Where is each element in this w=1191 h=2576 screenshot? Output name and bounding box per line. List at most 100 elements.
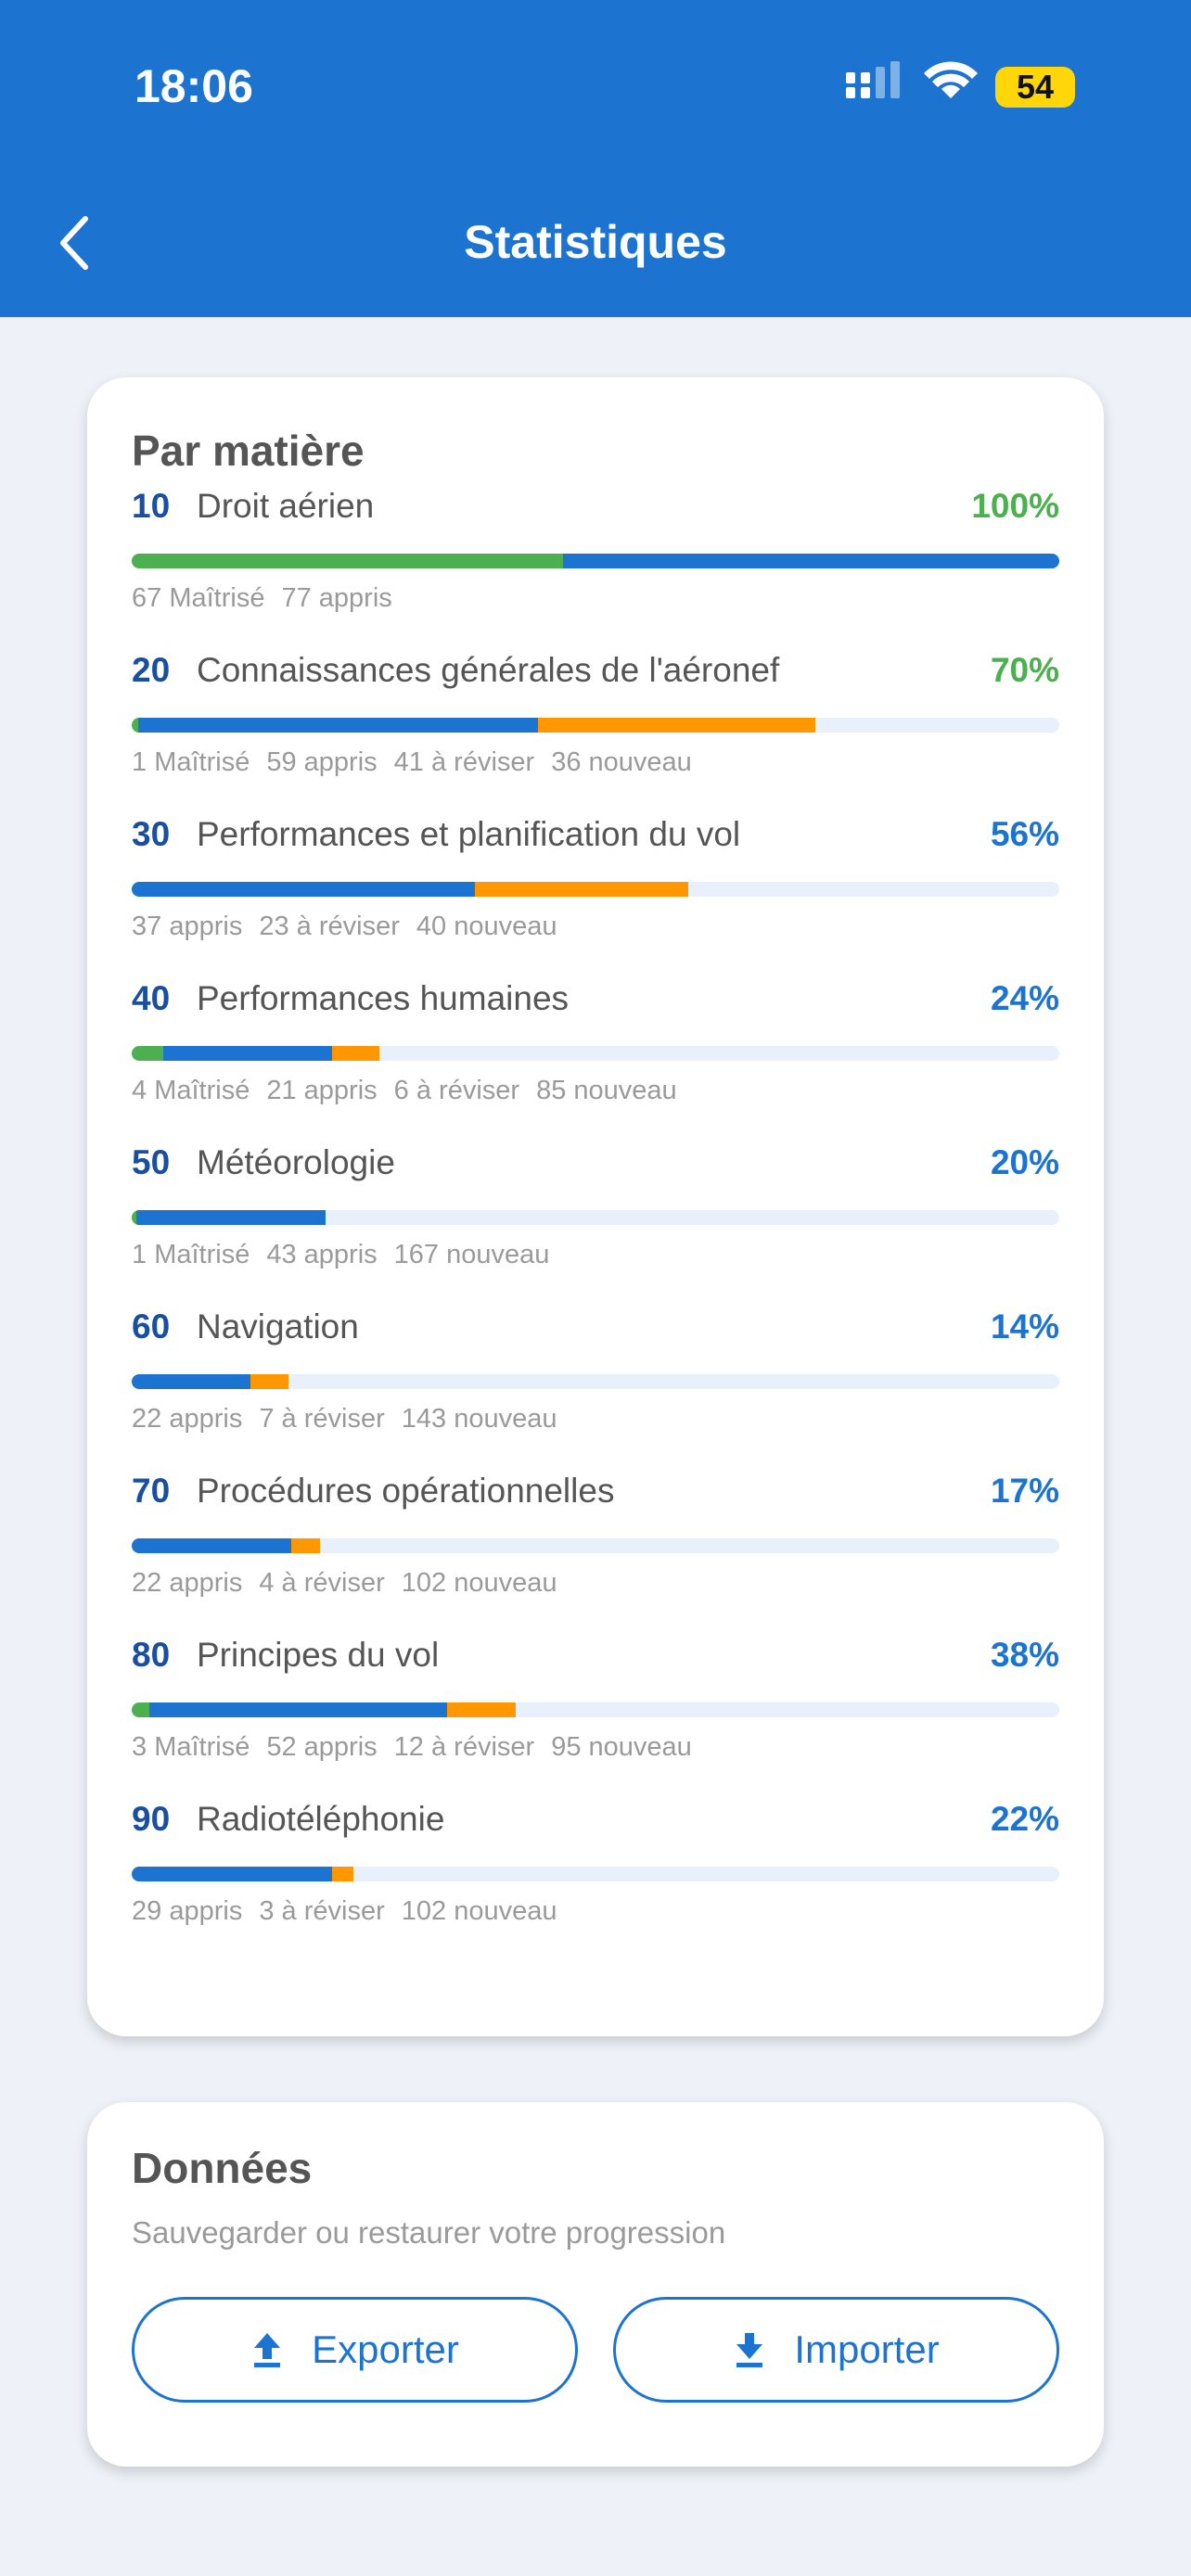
bar-segment [138,718,538,733]
subject-header: 30 Performances et planification du vol 56… [132,815,1059,863]
progress-bar [132,718,1059,733]
bar-segment [132,1374,250,1389]
stat-count: 22 [132,1568,162,1598]
stat-item: 85 nouveau [536,1076,677,1105]
stat-item: 43 appris [266,1240,377,1269]
stat-label: appris [169,1896,243,1926]
import-button[interactable]: Importer [613,2297,1059,2403]
subject-row: 40 Performances humaines 24% 4 Maîtrisé 21 a… [132,979,1059,1143]
stat-count: 41 [393,747,424,777]
subject-header: 20 Connaissances générales de l'aéronef 70… [132,651,1059,699]
stat-count: 12 [393,1732,424,1762]
subject-percent: 24% [990,979,1059,1017]
status-time: 18:06 [134,60,253,112]
subject-name: Performances humaines [197,979,570,1017]
stat-item: 102 nouveau [402,1568,557,1598]
stat-item: 23 à réviser [259,912,400,941]
subject-name: Droit aérien [197,487,375,525]
subject-list: 10 Droit aérien 100% 67 Maîtrisé 77 appris 20… [132,487,1059,1964]
stat-item: 167 nouveau [394,1240,550,1269]
stat-label: appris [169,1568,243,1598]
subject-header: 60 Navigation 14% [132,1307,1059,1356]
stat-count: 77 [281,583,312,613]
subject-code: 10 [132,487,171,525]
subject-stats: 1 Maîtrisé 59 appris 41 à réviser 36 nouvea… [132,747,1059,778]
status-icons [846,61,978,98]
stat-count: 4 [259,1568,275,1598]
subject-row: 80 Principes du vol 38% 3 Maîtrisé 52 appris… [132,1636,1059,1800]
stat-label: Maîtrisé [154,1240,250,1269]
subject-code: 90 [132,1800,171,1838]
bar-segment [325,1210,1059,1225]
bar-segment [332,1867,353,1881]
stat-count: 43 [266,1240,297,1269]
button-row: Exporter Importer [132,2297,1059,2403]
progress-bar [132,1867,1059,1881]
stat-label: appris [303,1732,378,1762]
subject-row: 50 Météorologie 20% 1 Maîtrisé 43 appris 167 … [132,1143,1059,1307]
progress-bar [132,1210,1059,1225]
stat-item: 77 appris [281,583,391,613]
stat-item: 22 appris [132,1568,242,1598]
stat-item: 1 Maîtrisé [132,1240,250,1269]
bar-segment [515,1702,1059,1717]
progress-bar [132,1046,1059,1061]
stat-label: à réviser [431,747,535,777]
stat-item: 4 Maîtrisé [132,1076,250,1105]
subject-stats: 22 appris 7 à réviser 143 nouveau [132,1404,1059,1435]
progress-bar [132,1538,1059,1553]
stat-item: 67 Maîtrisé [132,583,264,613]
stat-label: nouveau [588,747,692,777]
stat-item: 95 nouveau [551,1732,692,1762]
stat-item: 3 à réviser [259,1896,384,1926]
button-label: Importer [794,2327,940,2371]
back-button[interactable] [56,215,93,271]
stat-count: 6 [393,1076,409,1105]
stat-item: 37 appris [132,912,242,941]
subject-name: Navigation [197,1307,359,1345]
subject-header: 80 Principes du vol 38% [132,1636,1059,1684]
bar-segment [148,1702,447,1717]
bar-segment [320,1538,1059,1553]
subject-row: 70 Procédures opérationnelles 17% 22 appris… [132,1472,1059,1636]
export-button[interactable]: Exporter [132,2297,578,2403]
data-card: Données Sauvegarder ou restaurer votre p… [87,2102,1104,2467]
subject-percent: 38% [990,1636,1059,1674]
subject-stats: 22 appris 4 à réviser 102 nouveau [132,1568,1059,1599]
stat-item: 12 à réviser [394,1732,535,1762]
subject-code: 20 [132,651,171,689]
stat-count: 7 [259,1404,275,1434]
stat-count: 1 [132,747,147,777]
subject-code: 70 [132,1472,171,1510]
stat-count: 59 [266,747,297,777]
subject-name: Météorologie [197,1143,395,1181]
stat-count: 102 [401,1896,447,1926]
stat-count: 102 [401,1568,447,1598]
stat-count: 29 [132,1896,162,1926]
subject-header: 10 Droit aérien 100% [132,487,1059,535]
download-icon [736,2333,763,2367]
stat-label: à réviser [296,912,400,941]
stat-label: nouveau [573,1076,677,1105]
button-label: Exporter [312,2327,459,2371]
stat-label: à réviser [416,1076,520,1105]
stat-label: Maîtrisé [154,747,250,777]
subject-percent: 14% [990,1307,1059,1345]
stat-label: Maîtrisé [154,1076,250,1105]
subject-row: 90 Radiotéléphonie 22% 29 appris 3 à réviser… [132,1800,1059,1964]
subject-header: 70 Procédures opérationnelles 17% [132,1472,1059,1520]
stat-item: 41 à réviser [394,747,535,777]
bar-segment [352,1867,1059,1881]
stat-count: 3 [132,1732,147,1762]
stat-label: Maîtrisé [154,1732,250,1762]
subject-percent: 20% [990,1143,1059,1181]
stat-count: 85 [536,1076,567,1105]
subject-row: 30 Performances et planification du vol 56… [132,815,1059,979]
subject-name: Connaissances générales de l'aéronef [197,651,780,689]
stat-label: nouveau [454,1404,557,1434]
subject-stats: 29 appris 3 à réviser 102 nouveau [132,1896,1059,1927]
subject-percent: 56% [990,815,1059,853]
subject-code: 30 [132,815,171,853]
stat-label: appris [303,1076,378,1105]
stat-label: appris [303,747,378,777]
